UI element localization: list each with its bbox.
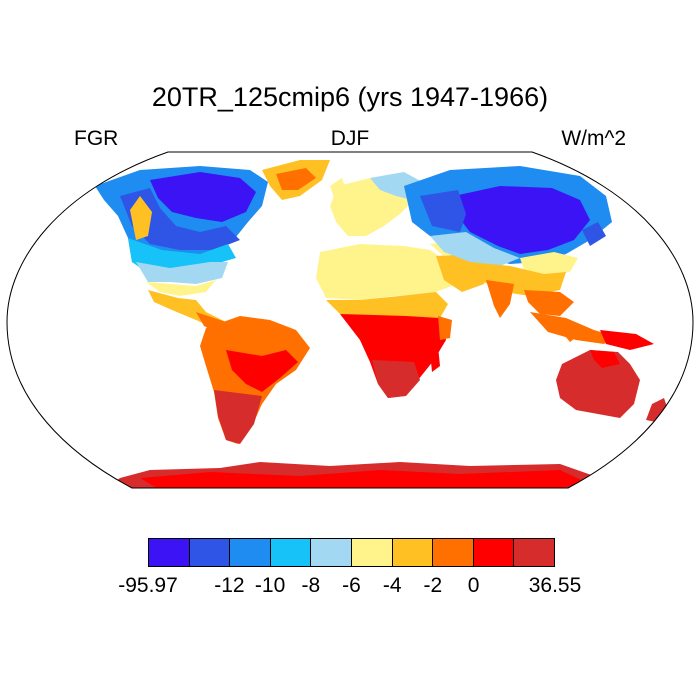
colorbar-tick-label: -12 — [214, 574, 245, 597]
colorbar — [148, 538, 555, 567]
africa — [316, 244, 452, 300]
colorbar-tick-label: 0 — [467, 574, 480, 597]
plot-title: 20TR_125cmip6 (yrs 1947-1966) — [151, 82, 549, 112]
colorbar-tick-label: 36.55 — [528, 574, 582, 597]
colorbar-segment — [351, 539, 393, 566]
australia — [556, 350, 640, 418]
colorbar-tick-label: -8 — [301, 574, 321, 597]
colorbar-tick-label: -2 — [423, 574, 443, 597]
colorbar-tick-label: -10 — [254, 574, 286, 597]
variable-label: FGR — [74, 127, 119, 150]
colorbar-segment — [270, 539, 312, 566]
units-label: W/m^2 — [561, 127, 626, 150]
colorbar-segment — [433, 539, 474, 566]
colorbar-segment — [514, 539, 554, 566]
colorbar-segment — [230, 539, 271, 566]
colorbar-segment — [473, 539, 515, 566]
colorbar-segment — [311, 539, 352, 566]
colorbar-segment — [189, 539, 231, 566]
colorbar-tick-label: -4 — [382, 574, 402, 597]
globe-outline — [6, 151, 694, 489]
colorbar-tick-label: -6 — [342, 574, 361, 597]
season-label: DJF — [330, 127, 370, 150]
colorbar-tick-label: -95.97 — [118, 574, 178, 597]
colorbar-segment — [392, 539, 434, 566]
colorbar-segment — [149, 539, 190, 566]
